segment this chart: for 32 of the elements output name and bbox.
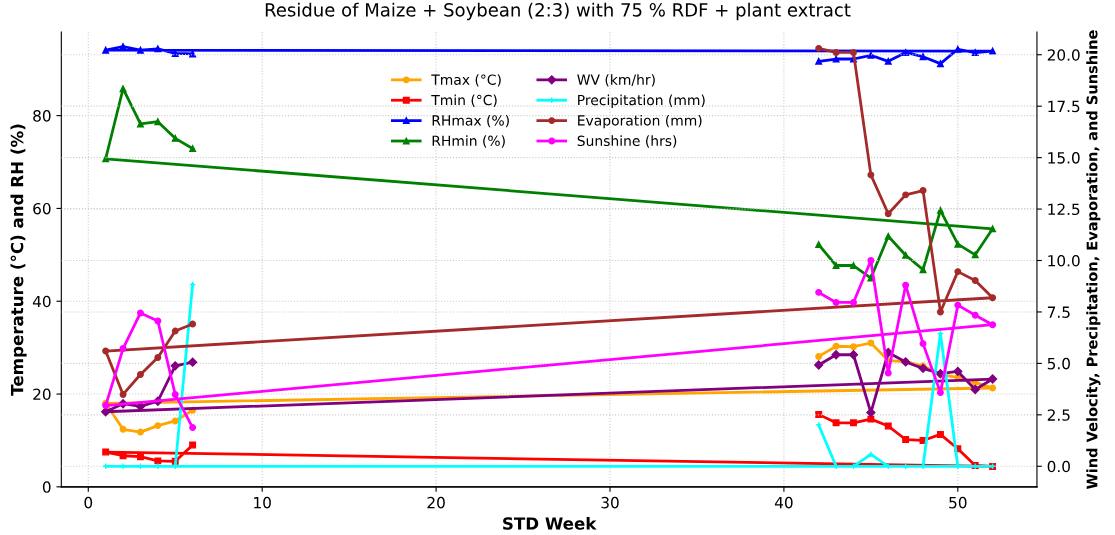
y-tick-label: 0 xyxy=(42,481,51,493)
legend-label: RHmin (%) xyxy=(432,135,505,148)
x-tick-label: 10 xyxy=(254,496,271,509)
legend-label: Precipitation (mm) xyxy=(578,94,705,108)
x-tick-label: 40 xyxy=(774,496,793,509)
y2-tick-label: 0.0 xyxy=(1047,460,1070,473)
x-axis-title: STD Week xyxy=(503,516,597,530)
y-tick-label: 20 xyxy=(33,388,51,401)
y2-axis-title: Wind Velocity, Precipitation, Evaporation, and Sunshine xyxy=(1086,30,1101,489)
legend-label: RHmax (%) xyxy=(432,114,509,128)
x-tick-label: 50 xyxy=(949,496,967,509)
y2-tick-label: 7.5 xyxy=(1047,306,1070,318)
legend-label: WV (km/hr) xyxy=(577,74,655,87)
y2-tick-label: 17.5 xyxy=(1048,100,1080,113)
y2-tick-label: 20.0 xyxy=(1047,49,1080,61)
y2-tick-label: 10.0 xyxy=(1048,254,1080,267)
legend-label: Tmin (°C) xyxy=(431,94,497,107)
y2-tick-label: 2.5 xyxy=(1047,409,1070,421)
legend-label: Evaporation (mm) xyxy=(578,114,702,129)
legend-label: Tmax (°C) xyxy=(431,74,501,87)
y2-tick-label: 12.5 xyxy=(1048,203,1080,216)
legend-label: Sunshine (hrs) xyxy=(577,135,677,148)
y-tick-label: 80 xyxy=(33,110,51,122)
x-tick-label: 20 xyxy=(427,496,445,509)
y-tick-label: 60 xyxy=(33,202,51,215)
y-axis-title: Temperature (°C) and RH (%) xyxy=(10,124,27,396)
x-tick-label: 0 xyxy=(84,496,93,509)
y-tick-label: 40 xyxy=(32,295,51,308)
y2-tick-label: 5.0 xyxy=(1047,357,1070,370)
chart-title: Residue of Maize + Soybean (2:3) with 75 % RDF + plant extract xyxy=(265,2,851,21)
x-tick-label: 30 xyxy=(601,496,619,509)
y2-tick-label: 15.0 xyxy=(1048,152,1080,164)
